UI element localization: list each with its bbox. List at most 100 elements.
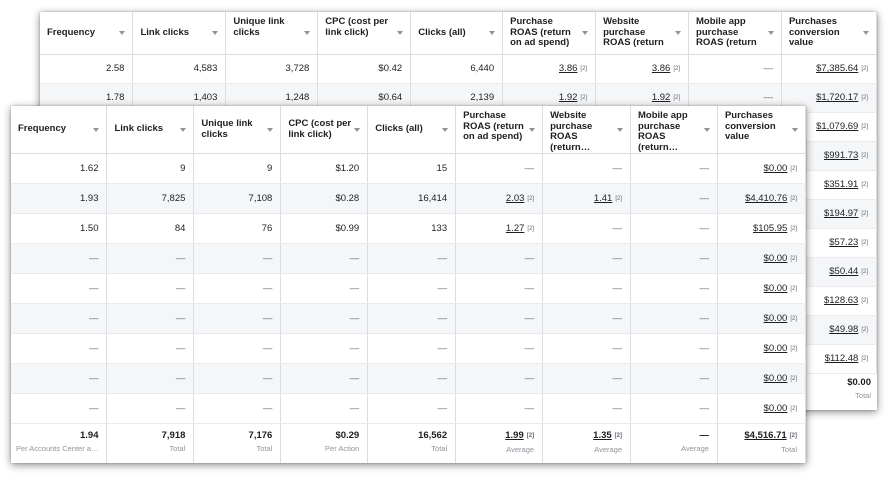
table-row[interactable]: — — — — — — — — $0.00 [2] [11, 393, 806, 424]
column-header-frequency[interactable]: Frequency [11, 106, 108, 154]
table-row[interactable]: 1.50 84 76 $0.99 133 1.27 [2] — — $105.95 [2] [11, 213, 806, 244]
metric-link[interactable]: 1.27 [505, 223, 525, 234]
metric-link[interactable]: $0.00 [763, 253, 788, 264]
sort-caret-icon[interactable] [180, 127, 187, 132]
metric-link[interactable]: $0.00 [763, 163, 788, 174]
table-row[interactable]: — — — — — — — — $0.00 [2] [11, 273, 806, 304]
column-header-clicks-all[interactable]: Clicks (all) [367, 106, 457, 154]
info-icon: [2] [790, 256, 797, 262]
cell-value: 6,440 [470, 63, 495, 74]
table-row[interactable]: 1.78 1,403 1,248 $0.64 2,139 1.92 [2] 1.92 [2] — $… [40, 83, 877, 113]
metric-link[interactable]: $49.98 [829, 324, 859, 335]
metric-link[interactable]: $0.00 [763, 313, 788, 324]
table-cell: — [630, 273, 718, 304]
metric-link[interactable]: $112.48 [824, 353, 859, 364]
total-value: 7,918 [161, 430, 186, 441]
total-value[interactable]: 1.35 [2] [547, 430, 622, 442]
info-icon: [2] [861, 356, 868, 362]
metric-link[interactable]: 3.86 [558, 63, 578, 74]
empty-dash: — [524, 313, 535, 324]
column-header-unique-link-clicks[interactable]: Unique link clicks [225, 12, 319, 55]
sort-caret-icon[interactable] [529, 127, 536, 132]
column-header-website-purchase-roas[interactable]: Website purchase ROAS (return on ad… [595, 12, 690, 55]
sort-caret-icon[interactable] [582, 30, 589, 35]
column-header-frequency[interactable]: Frequency [40, 12, 134, 55]
sort-caret-icon[interactable] [703, 127, 710, 132]
metric-link[interactable]: $50.44 [829, 266, 859, 277]
metric-link[interactable]: $7,385.64 [816, 63, 859, 74]
column-header-website-purchase-roas[interactable]: Website purchase ROAS (return… [542, 106, 632, 154]
total-value[interactable]: 1.99 [2] [460, 430, 534, 442]
metric-link[interactable]: $57.23 [829, 237, 859, 248]
metric-link[interactable]: $0.00 [763, 373, 788, 384]
column-header-cpc[interactable]: CPC (cost per link click) [317, 12, 412, 55]
info-icon: [2] [861, 240, 868, 246]
sort-caret-icon[interactable] [119, 30, 126, 35]
table-cell: 1.41 [2] [542, 183, 632, 214]
table-row[interactable]: — — — — — — — — $0.00 [2] [11, 303, 806, 334]
metric-link[interactable]: $194.97 [823, 208, 859, 219]
sort-caret-icon[interactable] [675, 30, 682, 35]
metric-link[interactable]: $128.63 [823, 295, 859, 306]
metric-link[interactable]: 1.41 [593, 193, 613, 204]
table-row[interactable]: 1.93 7,825 7,108 $0.28 16,414 2.03 [2] 1.41 [2] —… [11, 183, 806, 214]
sort-caret-icon[interactable] [212, 30, 219, 35]
column-header-purchases-conversion-value[interactable]: Purchases conversion value [717, 106, 806, 154]
column-header-cpc[interactable]: CPC (cost per link click) [280, 106, 369, 154]
cell-value: $0.64 [378, 92, 403, 103]
table-cell: — [193, 303, 282, 334]
column-header-unique-link-clicks[interactable]: Unique link clicks [193, 106, 282, 154]
metric-link[interactable]: 1.92 [651, 92, 671, 103]
column-header-mobile-app-purchase-roas[interactable]: Mobile app purchase ROAS (return… [630, 106, 718, 154]
metric-link[interactable]: $4,410.76 [745, 193, 788, 204]
empty-dash: — [88, 313, 99, 324]
empty-dash: — [437, 253, 448, 264]
sort-caret-icon[interactable] [489, 30, 496, 35]
sort-caret-icon[interactable] [442, 127, 449, 132]
metric-link[interactable]: $991.73 [823, 150, 859, 161]
table-cell: 9 [106, 153, 195, 184]
sort-caret-icon[interactable] [863, 30, 869, 35]
empty-dash: — [437, 403, 448, 414]
column-header-purchase-roas[interactable]: Purchase ROAS (return on ad spend) [502, 12, 597, 55]
cell-value: $1.20 [335, 163, 360, 174]
sort-caret-icon[interactable] [354, 127, 361, 132]
table-cell: — [193, 393, 282, 424]
table-row[interactable]: 2.58 4,583 3,728 $0.42 6,440 3.86 [2] 3.86 [2] — $… [40, 54, 877, 84]
sort-caret-icon[interactable] [267, 127, 274, 132]
total-link[interactable]: 1.35 [593, 430, 612, 441]
metric-link[interactable]: $0.00 [763, 343, 788, 354]
table-cell: — [367, 363, 457, 394]
metric-link[interactable]: 1.92 [558, 92, 578, 103]
table-row[interactable]: — — — — — — — — $0.00 [2] [11, 363, 806, 394]
column-header-purchase-roas[interactable]: Purchase ROAS (return on ad spend) [455, 106, 544, 154]
info-icon: [2] [615, 196, 623, 202]
column-header-link-clicks[interactable]: Link clicks [132, 12, 227, 55]
total-link[interactable]: 1.99 [505, 430, 524, 441]
empty-dash: — [349, 373, 360, 384]
total-value[interactable]: $4,516.71 [2] [722, 430, 797, 442]
metric-link[interactable]: $351.91 [823, 179, 859, 190]
metric-link[interactable]: $0.00 [763, 283, 788, 294]
sort-caret-icon[interactable] [93, 127, 100, 132]
sort-caret-icon[interactable] [397, 30, 404, 35]
table-cell: 1.50 [11, 213, 108, 244]
table-row[interactable]: 1.62 9 9 $1.20 15 — — — $0.00 [2] [11, 153, 806, 184]
metric-link[interactable]: $1,079.69 [816, 121, 859, 132]
table-row[interactable]: — — — — — — — — $0.00 [2] [11, 243, 806, 274]
sort-caret-icon[interactable] [792, 127, 798, 132]
sort-caret-icon[interactable] [767, 30, 774, 35]
metric-link[interactable]: 3.86 [651, 63, 671, 74]
metric-link[interactable]: 2.03 [505, 193, 525, 204]
sort-caret-icon[interactable] [617, 127, 624, 132]
sort-caret-icon[interactable] [304, 30, 311, 35]
metric-link[interactable]: $0.00 [763, 403, 788, 414]
metric-link[interactable]: $1,720.17 [816, 92, 859, 103]
column-header-mobile-app-purchase-roas[interactable]: Mobile app purchase ROAS (return on a… [688, 12, 782, 55]
total-link[interactable]: $4,516.71 [744, 430, 787, 441]
column-header-link-clicks[interactable]: Link clicks [106, 106, 195, 154]
column-header-clicks-all[interactable]: Clicks (all) [410, 12, 504, 55]
table-row[interactable]: — — — — — — — — $0.00 [2] [11, 333, 806, 364]
metric-link[interactable]: $105.95 [752, 223, 788, 234]
column-header-purchases-conversion-value[interactable]: Purchases conversion value [781, 12, 877, 55]
